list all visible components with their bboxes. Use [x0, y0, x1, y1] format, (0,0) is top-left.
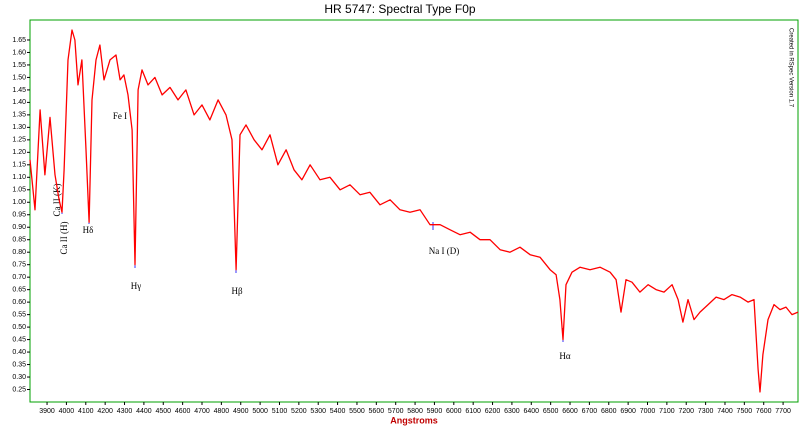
x-tick-label: 6100: [465, 408, 481, 415]
annotation: Fe I: [113, 111, 127, 121]
y-tick-label: 0.50: [12, 324, 26, 331]
y-tick-label: 0.70: [12, 274, 26, 281]
x-tick-label: 4800: [214, 408, 230, 415]
annotation: Hδ: [83, 225, 94, 235]
x-tick-label: 4700: [194, 408, 210, 415]
x-tick-label: 5000: [252, 408, 268, 415]
x-tick-label: 4900: [233, 408, 249, 415]
x-tick-label: 7100: [659, 408, 675, 415]
y-tick-label: 0.80: [12, 249, 26, 256]
annotation: Ca II (K): [52, 184, 62, 217]
y-tick-label: 0.25: [12, 386, 26, 393]
y-tick-label: 0.30: [12, 374, 26, 381]
x-tick-label: 7300: [698, 408, 714, 415]
annotation: Na I (D): [429, 246, 460, 256]
y-tick-label: 1.60: [12, 49, 26, 56]
plot-frame: [29, 19, 799, 403]
x-tick-label: 4000: [59, 408, 75, 415]
x-tick-label: 4100: [78, 408, 94, 415]
x-tick-label: 6800: [601, 408, 617, 415]
y-tick-label: 0.45: [12, 336, 26, 343]
x-tick-label: 5900: [427, 408, 443, 415]
x-tick-label: 6600: [562, 408, 578, 415]
x-tick-label: 7700: [775, 408, 791, 415]
x-tick-label: 5100: [272, 408, 288, 415]
chart-title: HR 5747: Spectral Type F0p: [324, 2, 476, 16]
x-tick-label: 6200: [485, 408, 501, 415]
x-tick-label: 5700: [388, 408, 404, 415]
y-tick-label: 0.60: [12, 299, 26, 306]
y-tick-label: 0.75: [12, 262, 26, 269]
y-tick-label: 1.20: [12, 149, 26, 156]
y-tick-label: 1.45: [12, 87, 26, 94]
spectrum-line: [29, 29, 799, 393]
y-tick-label: 1.50: [12, 74, 26, 81]
x-tick-label: 5400: [330, 408, 346, 415]
x-tick-label: 6400: [523, 408, 539, 415]
x-tick-label: 7600: [756, 408, 772, 415]
y-tick-label: 0.65: [12, 286, 26, 293]
x-tick-label: 4400: [136, 408, 152, 415]
y-tick-label: 1.00: [12, 199, 26, 206]
annotation: Hα: [559, 351, 570, 361]
y-tick-label: 0.85: [12, 237, 26, 244]
x-tick-label: 5500: [349, 408, 365, 415]
x-tick-label: 4500: [155, 408, 171, 415]
x-tick-label: 5600: [369, 408, 385, 415]
y-tick-label: 1.05: [12, 187, 26, 194]
y-tick-label: 1.25: [12, 137, 26, 144]
x-tick-label: 5300: [310, 408, 326, 415]
y-tick-label: 0.40: [12, 349, 26, 356]
x-tick-label: 5800: [407, 408, 423, 415]
annotation: Ca II (H): [59, 222, 69, 255]
x-tick-label: 7400: [717, 408, 733, 415]
y-tick-label: 0.90: [12, 224, 26, 231]
y-tick-label: 1.40: [12, 99, 26, 106]
y-tick-label: 1.65: [12, 37, 26, 44]
x-tick-label: 6700: [582, 408, 598, 415]
y-tick-label: 1.30: [12, 124, 26, 131]
annotation: Hγ: [131, 281, 141, 291]
x-tick-label: 7200: [678, 408, 694, 415]
credit: Created in RSpec Version 1.7: [787, 28, 793, 108]
annotations: [61, 207, 564, 342]
x-tick-label: 7500: [737, 408, 753, 415]
x-tick-label: 3900: [39, 408, 55, 415]
x-tick-label: 6000: [446, 408, 462, 415]
x-tick-label: 6300: [504, 408, 520, 415]
annotation: Hβ: [231, 286, 242, 296]
y-tick-label: 1.35: [12, 112, 26, 119]
y-tick-label: 0.95: [12, 212, 26, 219]
x-axis-label: Angstroms: [390, 415, 438, 425]
x-tick-label: 4200: [97, 408, 113, 415]
x-tick-label: 4300: [117, 408, 133, 415]
y-tick-label: 0.35: [12, 361, 26, 368]
y-tick-label: 1.10: [12, 174, 26, 181]
x-tick-label: 4600: [175, 408, 191, 415]
y-tick-label: 1.15: [12, 162, 26, 169]
y-tick-label: 1.55: [12, 62, 26, 69]
x-tick-label: 5200: [291, 408, 307, 415]
x-tick-label: 6900: [620, 408, 636, 415]
x-tick-label: 6500: [543, 408, 559, 415]
y-tick-label: 0.55: [12, 311, 26, 318]
x-tick-label: 7000: [640, 408, 656, 415]
